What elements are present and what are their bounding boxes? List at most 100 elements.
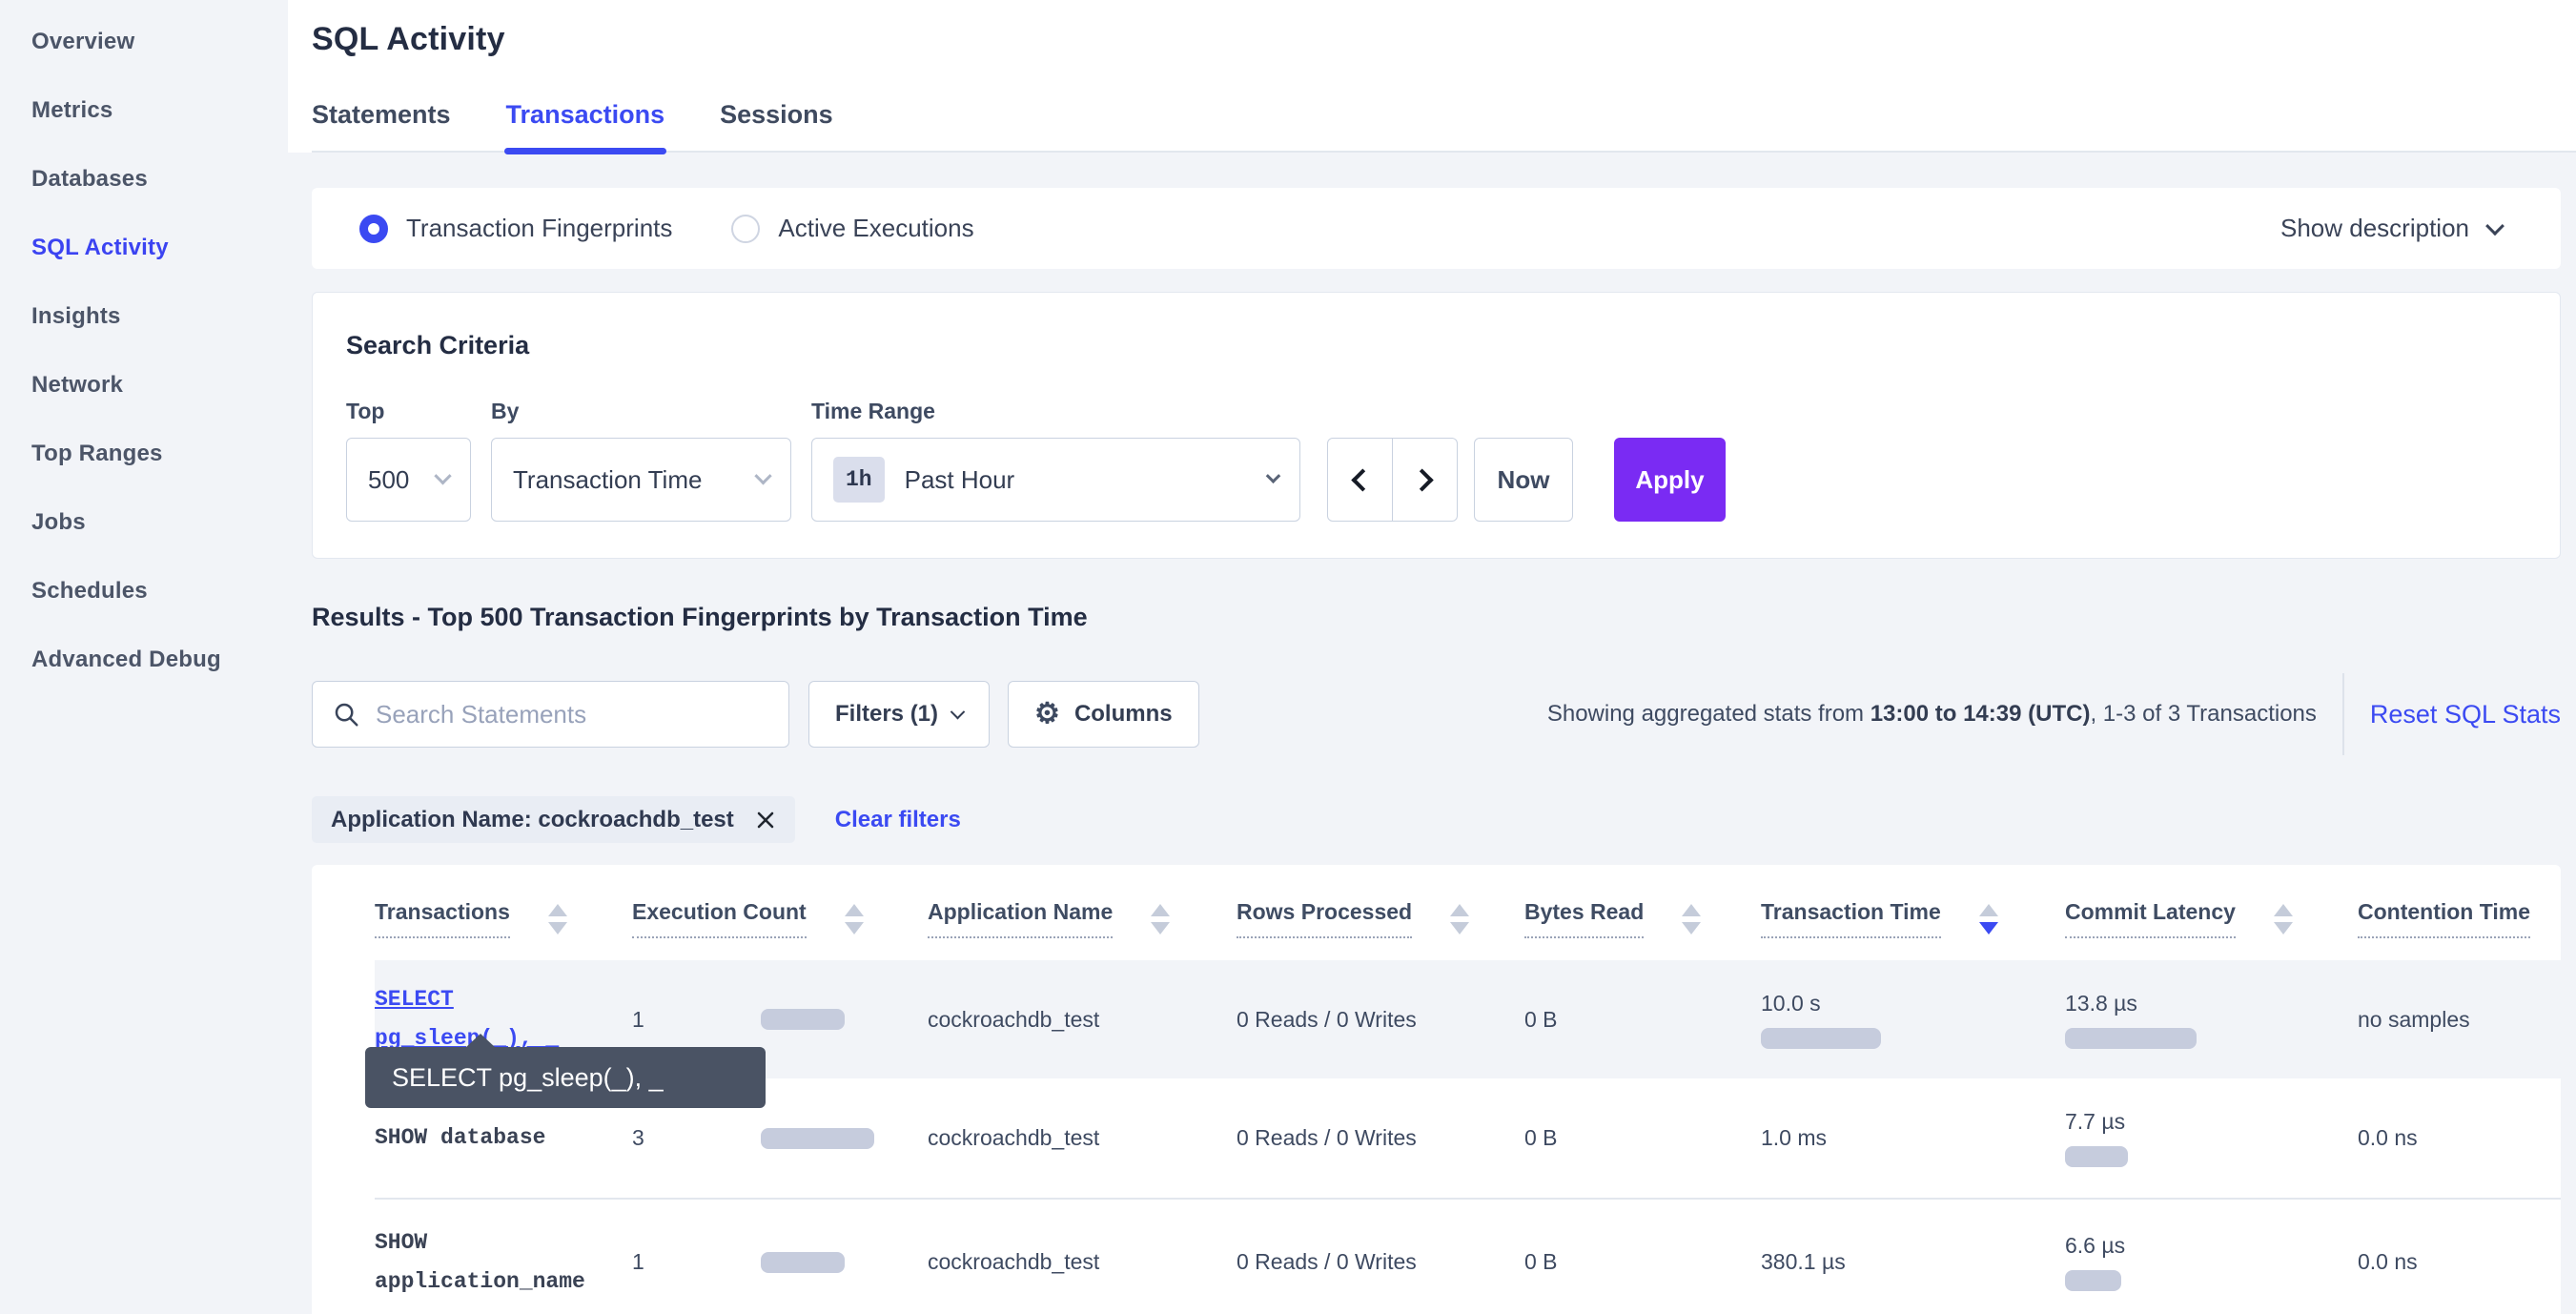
- transaction-time-bar: [1761, 1027, 1881, 1049]
- clear-filters-link[interactable]: Clear filters: [834, 806, 961, 832]
- stats-time-range: 13:00 to 14:39 (UTC): [1870, 701, 2091, 727]
- execution-count-bar: [761, 1009, 845, 1030]
- sidebar-item-insights[interactable]: Insights: [31, 303, 121, 329]
- tab-sessions[interactable]: Sessions: [720, 100, 833, 129]
- sidebar-item-databases[interactable]: Databases: [31, 166, 148, 192]
- now-button[interactable]: Now: [1474, 438, 1573, 522]
- search-statements-input[interactable]: [376, 699, 769, 729]
- commit-latency-cell: 6.6 µs: [2065, 1233, 2358, 1291]
- search-icon: [335, 703, 358, 727]
- show-description-toggle[interactable]: Show description: [2280, 214, 2504, 243]
- top-select[interactable]: 500: [346, 438, 471, 522]
- radio-unselected-icon: [731, 214, 761, 243]
- close-icon[interactable]: [755, 810, 776, 831]
- sort-icon[interactable]: [547, 904, 567, 934]
- results-controls: Filters (1) ⚙ Columns Showing aggregated…: [312, 673, 2561, 755]
- tab-statements[interactable]: Statements: [312, 100, 451, 129]
- tab-transactions[interactable]: Transactions: [503, 100, 666, 154]
- contention-time-cell: 0.0 ns: [2358, 1249, 2418, 1274]
- transaction-time-cell: 1.0 ms: [1761, 1125, 1828, 1150]
- filters-label: Filters (1): [835, 701, 939, 727]
- sort-icon[interactable]: [1450, 904, 1470, 934]
- sort-icon-active-desc[interactable]: [1978, 904, 1998, 934]
- columns-button[interactable]: ⚙ Columns: [1008, 681, 1199, 748]
- time-range-select[interactable]: 1h Past Hour: [811, 438, 1300, 522]
- contention-time-cell: 0.0 ns: [2358, 1125, 2418, 1150]
- execution-count-cell: 1: [632, 1007, 928, 1033]
- commit-latency-cell: 7.7 µs: [2065, 1109, 2358, 1167]
- time-range-value: Past Hour: [904, 464, 1015, 494]
- by-field: By Transaction Time: [491, 399, 791, 522]
- sort-icon[interactable]: [844, 904, 864, 934]
- rows-processed-cell: 0 Reads / 0 Writes: [1237, 1006, 1417, 1032]
- bytes-read-cell: 0 B: [1524, 1249, 1558, 1274]
- gear-icon: ⚙: [1034, 698, 1060, 729]
- column-header-bytes-read: Bytes Read: [1524, 899, 1761, 960]
- sort-icon[interactable]: [1682, 904, 1702, 934]
- chevron-left-icon: [1351, 467, 1375, 492]
- time-range-label: Time Range: [811, 399, 935, 423]
- filters-button[interactable]: Filters (1): [808, 681, 991, 748]
- transaction-time-cell: 380.1 µs: [1761, 1249, 1846, 1274]
- sidebar-item-metrics[interactable]: Metrics: [31, 97, 113, 123]
- filter-chip-label: Application Name: cockroachdb_test: [331, 806, 734, 832]
- contention-time-cell: no samples: [2358, 1006, 2470, 1032]
- view-mode-card: Transaction Fingerprints Active Executio…: [312, 188, 2561, 269]
- apply-button[interactable]: Apply: [1614, 438, 1726, 522]
- tab-bar: Statements Transactions Sessions: [312, 100, 2576, 154]
- show-description-label: Show description: [2280, 214, 2469, 242]
- time-range-field: Time Range 1h Past Hour: [811, 399, 1300, 522]
- execution-count-bar: [761, 1127, 874, 1149]
- top-field: Top 500: [346, 399, 471, 522]
- active-filters-row: Application Name: cockroachdb_test Clear…: [312, 796, 2561, 843]
- time-range-next-button[interactable]: [1392, 438, 1458, 522]
- sort-icon[interactable]: [1151, 904, 1171, 934]
- execution-count-cell: 3: [632, 1125, 928, 1151]
- search-criteria-controls: Top 500 By Transaction Time: [346, 399, 2522, 522]
- application-name-cell: cockroachdb_test: [928, 1125, 1100, 1150]
- table-row: SHOW database 3 cockroachdb_test 0 Reads…: [375, 1078, 2561, 1200]
- top-select-value: 500: [368, 464, 410, 494]
- sidebar-item-top-ranges[interactable]: Top Ranges: [31, 441, 163, 466]
- search-criteria-card: Search Criteria Top 500 By Transaction T…: [312, 292, 2561, 559]
- sidebar-item-advanced-debug[interactable]: Advanced Debug: [31, 647, 221, 672]
- sidebar-item-sql-activity[interactable]: SQL Activity: [31, 235, 169, 260]
- by-label: By: [491, 399, 520, 423]
- columns-label: Columns: [1073, 701, 1173, 727]
- sort-icon[interactable]: [2273, 904, 2293, 934]
- tooltip-text: SELECT pg_sleep(_), _: [392, 1062, 664, 1092]
- radio-label: Active Executions: [778, 214, 974, 242]
- time-range-prev-button[interactable]: [1327, 438, 1393, 522]
- search-statements-box: [312, 681, 789, 748]
- sidebar-item-network[interactable]: Network: [31, 372, 124, 398]
- sidebar-item-overview[interactable]: Overview: [31, 29, 135, 54]
- chevron-down-icon: [1265, 467, 1281, 483]
- radio-active-executions[interactable]: Active Executions: [731, 214, 974, 243]
- application-name-cell: cockroachdb_test: [928, 1249, 1100, 1274]
- column-header-transaction-time: Transaction Time: [1761, 899, 2065, 960]
- time-range-pager: [1327, 438, 1458, 522]
- reset-sql-stats-link[interactable]: Reset SQL Stats: [2369, 699, 2561, 729]
- by-select[interactable]: Transaction Time: [491, 438, 791, 522]
- main-content: SQL Activity Statements Transactions Ses…: [288, 0, 2576, 1314]
- rows-processed-cell: 0 Reads / 0 Writes: [1237, 1249, 1417, 1274]
- radio-label: Transaction Fingerprints: [406, 214, 673, 242]
- commit-latency-bar: [2065, 1146, 2128, 1167]
- top-label: Top: [346, 399, 385, 423]
- sidebar-item-schedules[interactable]: Schedules: [31, 578, 148, 604]
- sidebar-item-jobs[interactable]: Jobs: [31, 509, 86, 535]
- by-select-value: Transaction Time: [513, 464, 703, 494]
- transaction-fingerprint-link[interactable]: SHOW application_name: [375, 1229, 585, 1294]
- radio-selected-icon: [359, 214, 388, 243]
- statement-tooltip: SELECT pg_sleep(_), _: [365, 1034, 766, 1108]
- chevron-down-icon: [950, 704, 966, 719]
- sidebar: Overview Metrics Databases SQL Activity …: [0, 0, 288, 1314]
- column-header-application-name: Application Name: [928, 899, 1237, 960]
- chevron-right-icon: [1410, 467, 1434, 492]
- page-body: Transaction Fingerprints Active Executio…: [288, 153, 2576, 1314]
- radio-transaction-fingerprints[interactable]: Transaction Fingerprints: [359, 214, 672, 243]
- chevron-down-icon: [754, 466, 772, 484]
- transaction-fingerprint-link[interactable]: SHOW database: [375, 1125, 546, 1150]
- page-title: SQL Activity: [312, 21, 505, 57]
